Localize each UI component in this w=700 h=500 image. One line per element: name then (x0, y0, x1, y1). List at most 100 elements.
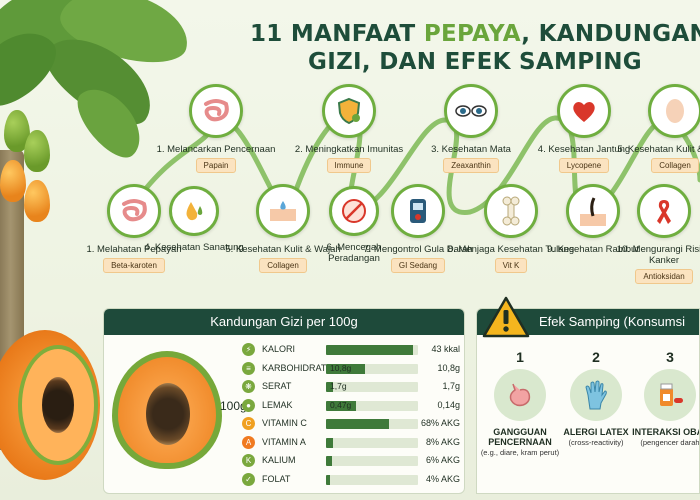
benefit-label: 1. Melancarkan Pencernaan (156, 144, 276, 155)
side-effect-1: 1 GANGGUAN PENCERNAAN (e.g., diare, kram… (477, 349, 563, 457)
side-effect-2: 2 ALERGI LATEX (cross-reactivity) (553, 349, 639, 447)
nutrient-bar-fill (326, 456, 332, 466)
benefit-bottom-1: 1. Melahatan Pepayan Beta-karoten (69, 184, 199, 273)
benefit-label: 4. Kesehatan Jantung (537, 144, 631, 155)
warning-icon (482, 296, 530, 338)
droplet-icon (169, 186, 219, 236)
benefit-label: 8. Menjaga Kesehatan Tulang (447, 244, 575, 255)
nutrient-bar (326, 456, 418, 466)
side-effect-title: INTERAKSI OBAT (632, 427, 699, 437)
face-icon (648, 84, 700, 138)
benefit-bottom-6: 8. Menjaga Kesehatan Tulang Vit K (446, 184, 576, 273)
title-line-2: GIZI, DAN EFEK SAMPING (308, 49, 642, 75)
papaya-half-image (18, 345, 98, 465)
side-effect-subtitle: (e.g., diare, kram perut) (480, 448, 560, 457)
nutrient-bar-label: 10,8g (330, 362, 352, 373)
intestine-icon (107, 184, 161, 238)
nutrient-name: FOLAT (262, 473, 291, 484)
nutrient-name: VITAMIN A (262, 436, 306, 447)
nutrient-name: LEMAK (262, 399, 293, 410)
nutrient-bar (326, 437, 418, 448)
nutrient-value: 0,14g (437, 399, 460, 410)
nutrient-bar-fill (326, 419, 389, 429)
nutrient-bar-label: 1,7g (330, 381, 347, 391)
papaya-fruit-cluster (0, 100, 60, 240)
nutrition-row: ● LEMAK 0,47g 0,14g (242, 398, 460, 413)
nutrient-name: VITAMIN C (262, 418, 307, 428)
benefit-digestion: 1. Melancarkan Pencernaan Papain (151, 84, 281, 173)
nutrient-bar-fill (326, 382, 334, 392)
nutrient-icon: C (242, 417, 255, 430)
nutrition-row: ❋ SERAT 1,7g 1,7g (242, 380, 460, 394)
benefit-immunity: 2. Meningkatkan Imunitas Immune (284, 84, 414, 173)
side-effect-number: 2 (592, 349, 600, 365)
skin-icon (256, 184, 310, 238)
glove-icon (570, 369, 622, 421)
nutrition-row: ⚡ KALORI 43 kkal (242, 343, 460, 357)
benefit-eyes: 3. Kesehatan Mata Zeaxanthin (406, 84, 536, 173)
benefit-tag: Collagen (259, 258, 307, 273)
benefit-tag: Antioksidan (635, 269, 693, 284)
bone-icon (484, 184, 538, 238)
hair-icon (566, 184, 620, 238)
nutrient-bar-fill (326, 474, 330, 485)
nutrient-value: 10,8g (437, 362, 460, 373)
side-effect-3: 3 INTERAKSI OBAT (pengencer darah (627, 349, 700, 447)
benefit-label: 10. Mengurangi Risiko Kanker (616, 244, 700, 266)
side-effect-subtitle: (cross-reactivity) (568, 438, 624, 447)
nutrient-bar (326, 400, 418, 411)
benefit-bottom-5: 7. Mengontrol Gula Darah GI Sedang (360, 184, 476, 273)
nutrient-value: 4% AKG (425, 473, 460, 484)
benefit-tag: Immune (326, 158, 372, 173)
nutrient-value: 8% AKG (425, 436, 460, 447)
side-effect-number: 1 (516, 349, 524, 365)
stomach-icon (494, 369, 546, 421)
nutrient-icon: ● (242, 398, 255, 412)
nutrient-value: 1,7g (442, 381, 460, 391)
benefit-label: 3. Kesehatan Mata (431, 144, 511, 155)
benefit-label: 5. Kesehatan Kulit & Wajah (617, 144, 700, 155)
papaya-half-icon (112, 351, 222, 469)
benefit-bottom-7: 9. Kesehatan Rambut (538, 184, 648, 255)
benefit-heart: 4. Kesehatan Jantung Lycopene (519, 84, 649, 173)
title-part: 11 MANFAAT (250, 21, 424, 47)
nutrition-row: ✓ FOLAT 4% AKG (242, 472, 460, 487)
nutrient-bar-label: 0,47g (330, 399, 352, 410)
nutrient-name: KALORI (262, 344, 296, 354)
nutrition-row: C VITAMIN C 68% AKG (242, 417, 460, 431)
benefit-tag: Zeaxanthin (443, 158, 499, 173)
page-title: 11 MANFAAT PEPAYA, KANDUNGAN GIZI, DAN E… (250, 20, 700, 76)
benefit-tag: Collagen (651, 158, 699, 173)
nutrient-value: 68% AKG (420, 418, 460, 428)
benefit-tag: Lycopene (558, 158, 610, 173)
nutrient-icon: K (242, 454, 255, 467)
side-effects-panel: Efek Samping (Konsumsi 1 GANGGUAN PENCER… (476, 308, 700, 494)
nutrient-icon: ❋ (242, 380, 255, 393)
benefit-tag: Beta-karoten (103, 258, 165, 273)
benefit-bottom-2: 4. Kesehatan Sanatung (139, 186, 249, 253)
nutrient-icon: ✓ (242, 472, 255, 486)
nutrient-icon: ≡ (242, 361, 255, 375)
nutrient-icon: ⚡ (242, 343, 255, 356)
eyes-icon (444, 84, 498, 138)
nutrition-panel: Kandungan Gizi per 100g 100g ⚡ KALORI 43 k… (103, 308, 465, 494)
benefit-label: 9. Kesehatan Rambut (547, 244, 639, 255)
benefit-tag: Vit K (494, 258, 528, 273)
benefit-tag: Papain (195, 158, 237, 173)
nutrient-bar (326, 345, 418, 355)
nutrient-bar (326, 382, 418, 392)
side-effect-title: GANGGUAN PENCERNAAN (488, 427, 552, 447)
benefit-bottom-4: 6. Mencegah Peradangan (302, 186, 406, 264)
intestine-icon (189, 84, 243, 138)
benefit-bottom-3: 5. Kesehatan Kulit & Wajah Collagen (222, 184, 344, 273)
nutrient-name: SERAT (262, 381, 292, 391)
nutrient-value: 6% AKG (425, 455, 460, 465)
ribbon-icon (637, 184, 691, 238)
heart-icon (557, 84, 611, 138)
glucometer-icon (391, 184, 445, 238)
side-effect-subtitle: (pengencer darah (640, 438, 700, 447)
nutrient-bar-fill (326, 437, 334, 448)
nutrition-row: ≡ KARBOHIDRAT 10,8g 10,8g (242, 361, 460, 376)
benefit-label: 5. Kesehatan Kulit & Wajah (225, 244, 341, 255)
title-part: , KANDUNGAN (521, 21, 700, 47)
